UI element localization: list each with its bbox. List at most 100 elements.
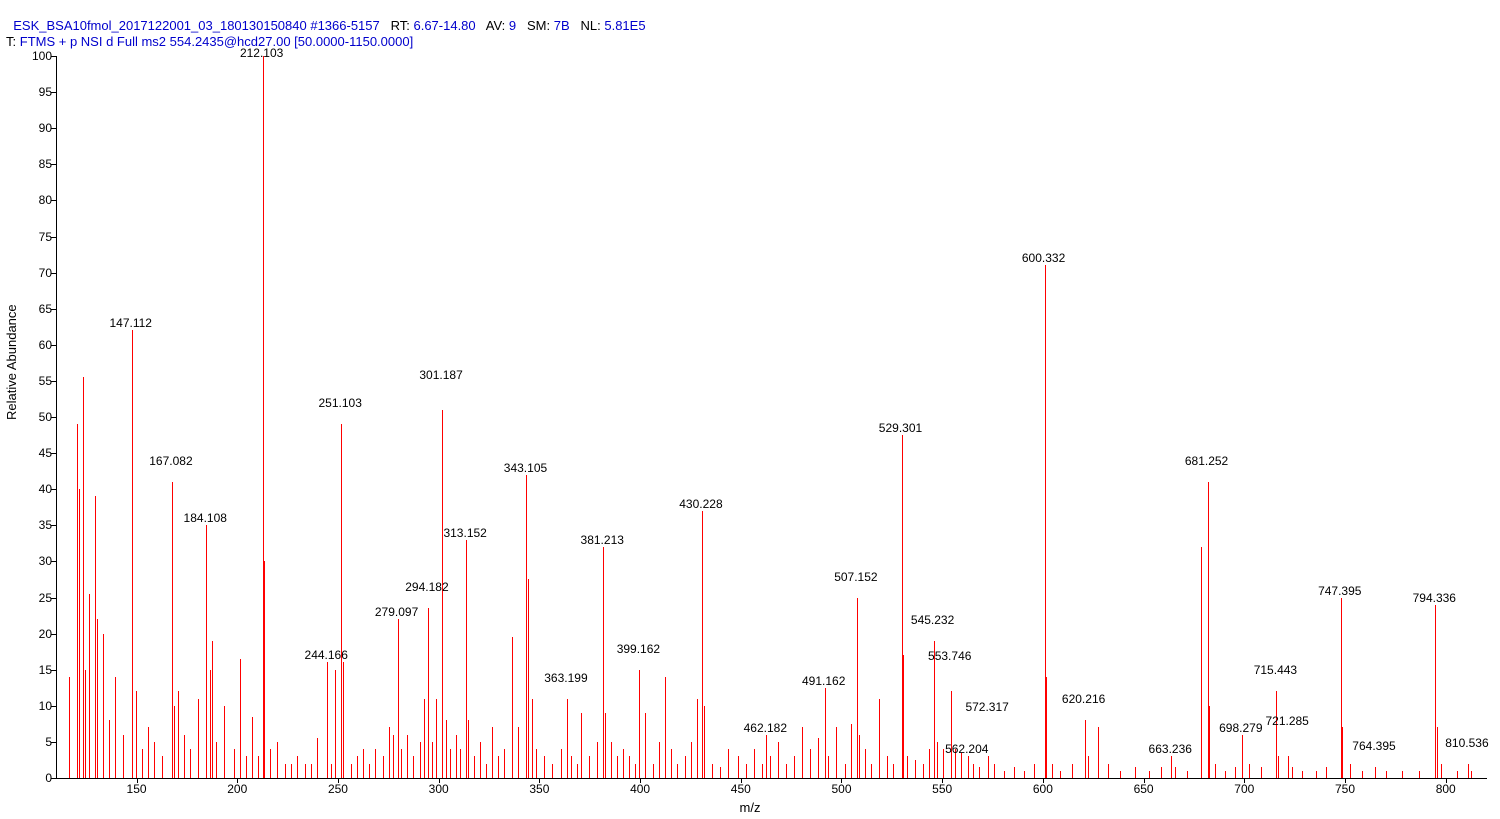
spectrum-peak bbox=[270, 749, 271, 778]
spectrum-peak bbox=[351, 764, 352, 778]
x-tick-label: 700 bbox=[1234, 782, 1254, 796]
y-tick-label: 55 bbox=[26, 374, 52, 388]
spectrum-peak bbox=[375, 749, 376, 778]
spectrum-peak bbox=[206, 525, 207, 778]
spectrum-peak bbox=[635, 764, 636, 778]
spectrum-peak bbox=[383, 756, 384, 778]
spectrum-peak bbox=[1288, 756, 1289, 778]
header-scan-range: #1366-5157 bbox=[310, 18, 379, 33]
spectrum-peak bbox=[407, 735, 408, 778]
spectrum-peak bbox=[988, 756, 989, 778]
peak-label: 810.536 bbox=[1445, 736, 1488, 750]
peak-label: 167.082 bbox=[149, 454, 192, 468]
y-tick-label: 90 bbox=[26, 121, 52, 135]
spectrum-peak bbox=[480, 742, 481, 778]
spectrum-peak bbox=[1201, 547, 1202, 778]
spectrum-peak bbox=[762, 764, 763, 778]
spectrum-peak bbox=[252, 717, 253, 778]
x-tick-mark bbox=[237, 778, 238, 783]
spectrum-peak bbox=[1187, 771, 1188, 778]
y-tick-mark bbox=[51, 92, 56, 93]
spectrum-peak bbox=[178, 691, 179, 778]
peak-label: 747.395 bbox=[1318, 584, 1361, 598]
spectrum-peak bbox=[1276, 691, 1277, 778]
y-tick-mark bbox=[51, 56, 56, 57]
spectrum-peak bbox=[544, 756, 545, 778]
spectrum-peak bbox=[103, 634, 104, 778]
x-tick-mark bbox=[942, 778, 943, 783]
spectrum-peak bbox=[1024, 771, 1025, 778]
spectrum-peak bbox=[1215, 764, 1216, 778]
spectrum-peak bbox=[659, 742, 660, 778]
spectrum-peak bbox=[893, 764, 894, 778]
spectrum-peak bbox=[859, 735, 860, 778]
spectrum-peak bbox=[184, 735, 185, 778]
spectrum-peak bbox=[677, 764, 678, 778]
spectrum-peak bbox=[154, 742, 155, 778]
spectrum-peak bbox=[704, 706, 705, 778]
spectrum-peak bbox=[317, 738, 318, 778]
y-tick-label: 60 bbox=[26, 338, 52, 352]
x-tick-mark bbox=[741, 778, 742, 783]
spectrum-peak bbox=[526, 475, 527, 778]
spectrum-peak bbox=[639, 670, 640, 778]
y-tick-mark bbox=[51, 634, 56, 635]
spectrum-peak bbox=[432, 742, 433, 778]
spectrum-peak bbox=[857, 598, 858, 779]
peak-label: 294.182 bbox=[405, 580, 448, 594]
spectrum-peak bbox=[929, 749, 930, 778]
peak-label: 184.108 bbox=[184, 511, 227, 525]
spectrum-peak bbox=[198, 699, 199, 778]
y-tick-mark bbox=[51, 670, 56, 671]
y-tick-label: 85 bbox=[26, 157, 52, 171]
spectrum-peak bbox=[671, 749, 672, 778]
spectrum-peak bbox=[1235, 767, 1236, 778]
spectrum-peak bbox=[216, 742, 217, 778]
spectrum-peak bbox=[1386, 771, 1387, 778]
peak-label: 301.187 bbox=[419, 368, 462, 382]
spectrum-peak bbox=[456, 735, 457, 778]
y-tick-label: 20 bbox=[26, 627, 52, 641]
spectrum-peak bbox=[436, 699, 437, 778]
y-tick-mark bbox=[51, 598, 56, 599]
spectrum-peak bbox=[961, 753, 962, 778]
spectrum-peak bbox=[623, 749, 624, 778]
spectrum-peak bbox=[420, 742, 421, 778]
spectrum-peak bbox=[1209, 706, 1210, 778]
spectrum-header: ESK_BSA10fmol_2017122001_03_180130150840… bbox=[6, 2, 646, 50]
peak-label: 363.199 bbox=[544, 671, 587, 685]
peak-label: 562.204 bbox=[945, 742, 988, 756]
spectrum-peak bbox=[85, 670, 86, 778]
spectrum-peak bbox=[136, 691, 137, 778]
spectrum-peak bbox=[1108, 764, 1109, 778]
header-nl-value: 5.81E5 bbox=[604, 18, 645, 33]
spectrum-peak bbox=[786, 764, 787, 778]
spectrum-peak bbox=[629, 756, 630, 778]
peak-label: 600.332 bbox=[1022, 251, 1065, 265]
x-tick-label: 500 bbox=[831, 782, 851, 796]
spectrum-peak bbox=[1316, 771, 1317, 778]
spectrum-peak bbox=[766, 735, 767, 778]
spectrum-peak bbox=[828, 756, 829, 778]
spectrum-peak bbox=[778, 742, 779, 778]
y-tick-mark bbox=[51, 778, 56, 779]
spectrum-peak bbox=[1242, 735, 1243, 778]
y-tick-mark bbox=[51, 345, 56, 346]
spectrum-peak bbox=[702, 511, 703, 778]
spectrum-peak bbox=[851, 724, 852, 778]
x-axis-label: m/z bbox=[0, 800, 1500, 815]
spectrum-peak bbox=[331, 764, 332, 778]
y-tick-label: 5 bbox=[26, 735, 52, 749]
peak-label: 572.317 bbox=[965, 700, 1008, 714]
spectrum-peak bbox=[446, 720, 447, 778]
spectrum-peak bbox=[532, 699, 533, 778]
spectrum-peak bbox=[174, 706, 175, 778]
x-tick-label: 550 bbox=[932, 782, 952, 796]
spectrum-peak bbox=[1004, 771, 1005, 778]
spectrum-peak bbox=[937, 742, 938, 778]
spectrum-peak bbox=[258, 756, 259, 778]
x-tick-mark bbox=[1244, 778, 1245, 783]
peak-label: 279.097 bbox=[375, 605, 418, 619]
y-tick-label: 25 bbox=[26, 591, 52, 605]
peak-label: 663.236 bbox=[1149, 742, 1192, 756]
